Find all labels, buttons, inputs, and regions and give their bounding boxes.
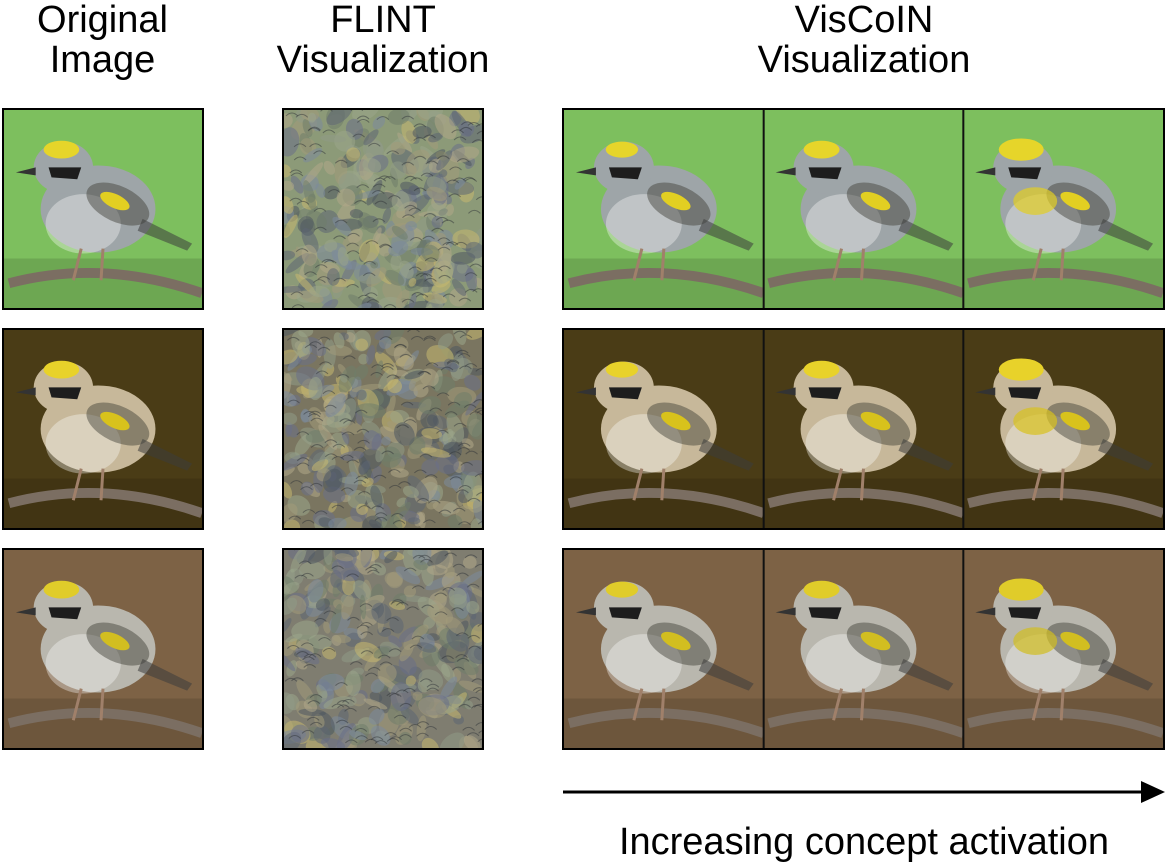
flint-texture-2	[284, 330, 482, 528]
bird-photo-3	[4, 550, 202, 748]
viscoin-images-1	[564, 110, 1163, 308]
header-original-line1: Original	[37, 0, 168, 41]
header-viscoin-line2: Visualization	[757, 39, 971, 81]
concept-activation-arrow	[563, 781, 1165, 803]
flint-visualization-row-3	[282, 548, 484, 750]
viscoin-strip-row-2	[562, 328, 1165, 530]
bird-photo-2	[4, 330, 202, 528]
viscoin-strip-row-3	[562, 548, 1165, 750]
header-original-line2: Image	[49, 39, 156, 81]
header-flint-line1: FLINT	[330, 0, 436, 41]
header-original-image: Original Image	[0, 0, 205, 80]
flint-visualization-row-2	[282, 328, 484, 530]
viscoin-images-2	[564, 330, 1163, 528]
flint-texture-3	[284, 550, 482, 748]
arrow-caption: Increasing concept activation	[618, 821, 1110, 863]
original-image-row-2	[2, 328, 204, 530]
flint-texture-1	[284, 110, 482, 308]
header-viscoin-line1: VisCoIN	[794, 0, 934, 41]
bird-photo-1	[4, 110, 202, 308]
header-flint-line2: Visualization	[276, 39, 490, 81]
viscoin-strip-row-1	[562, 108, 1165, 310]
header-flint-visualization: FLINT Visualization	[262, 0, 504, 80]
original-image-row-3	[2, 548, 204, 750]
header-viscoin-visualization: VisCoIN Visualization	[563, 0, 1165, 80]
original-image-row-1	[2, 108, 204, 310]
viscoin-images-3	[564, 550, 1163, 748]
flint-visualization-row-1	[282, 108, 484, 310]
